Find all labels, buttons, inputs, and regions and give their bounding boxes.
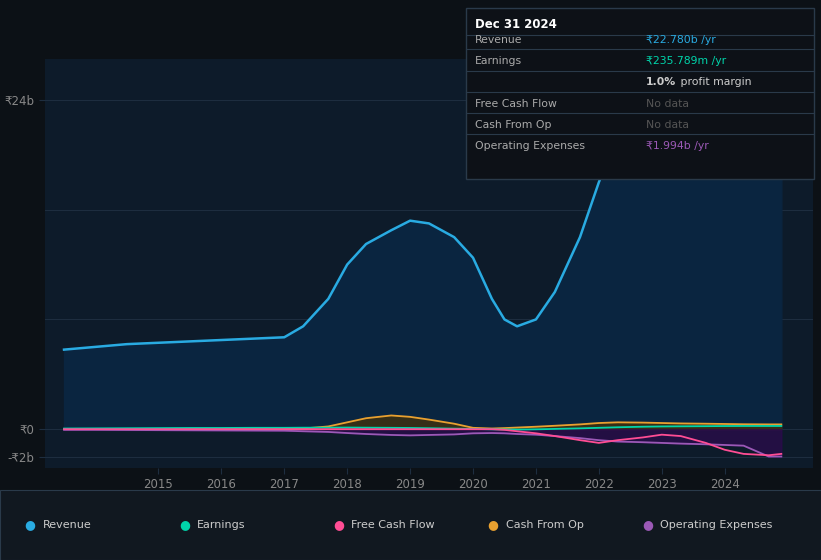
Text: Free Cash Flow: Free Cash Flow (351, 520, 435, 530)
Text: Cash From Op: Cash From Op (475, 120, 552, 130)
Text: ●: ● (179, 518, 190, 531)
Text: ₹22.780b /yr: ₹22.780b /yr (646, 35, 716, 45)
Text: Operating Expenses: Operating Expenses (660, 520, 773, 530)
Text: ●: ● (333, 518, 344, 531)
Text: Earnings: Earnings (475, 56, 522, 66)
Text: Revenue: Revenue (43, 520, 91, 530)
Text: ●: ● (488, 518, 498, 531)
Text: Cash From Op: Cash From Op (506, 520, 584, 530)
Text: ₹1.994b /yr: ₹1.994b /yr (646, 141, 709, 151)
Text: No data: No data (646, 120, 689, 130)
Text: ●: ● (642, 518, 653, 531)
Text: Earnings: Earnings (197, 520, 245, 530)
Text: ●: ● (25, 518, 35, 531)
Text: Free Cash Flow: Free Cash Flow (475, 99, 557, 109)
Text: profit margin: profit margin (677, 77, 752, 87)
Text: ₹235.789m /yr: ₹235.789m /yr (646, 56, 727, 66)
Text: No data: No data (646, 99, 689, 109)
Text: 1.0%: 1.0% (646, 77, 677, 87)
Text: Dec 31 2024: Dec 31 2024 (475, 17, 557, 31)
Text: Operating Expenses: Operating Expenses (475, 141, 585, 151)
Text: Revenue: Revenue (475, 35, 523, 45)
